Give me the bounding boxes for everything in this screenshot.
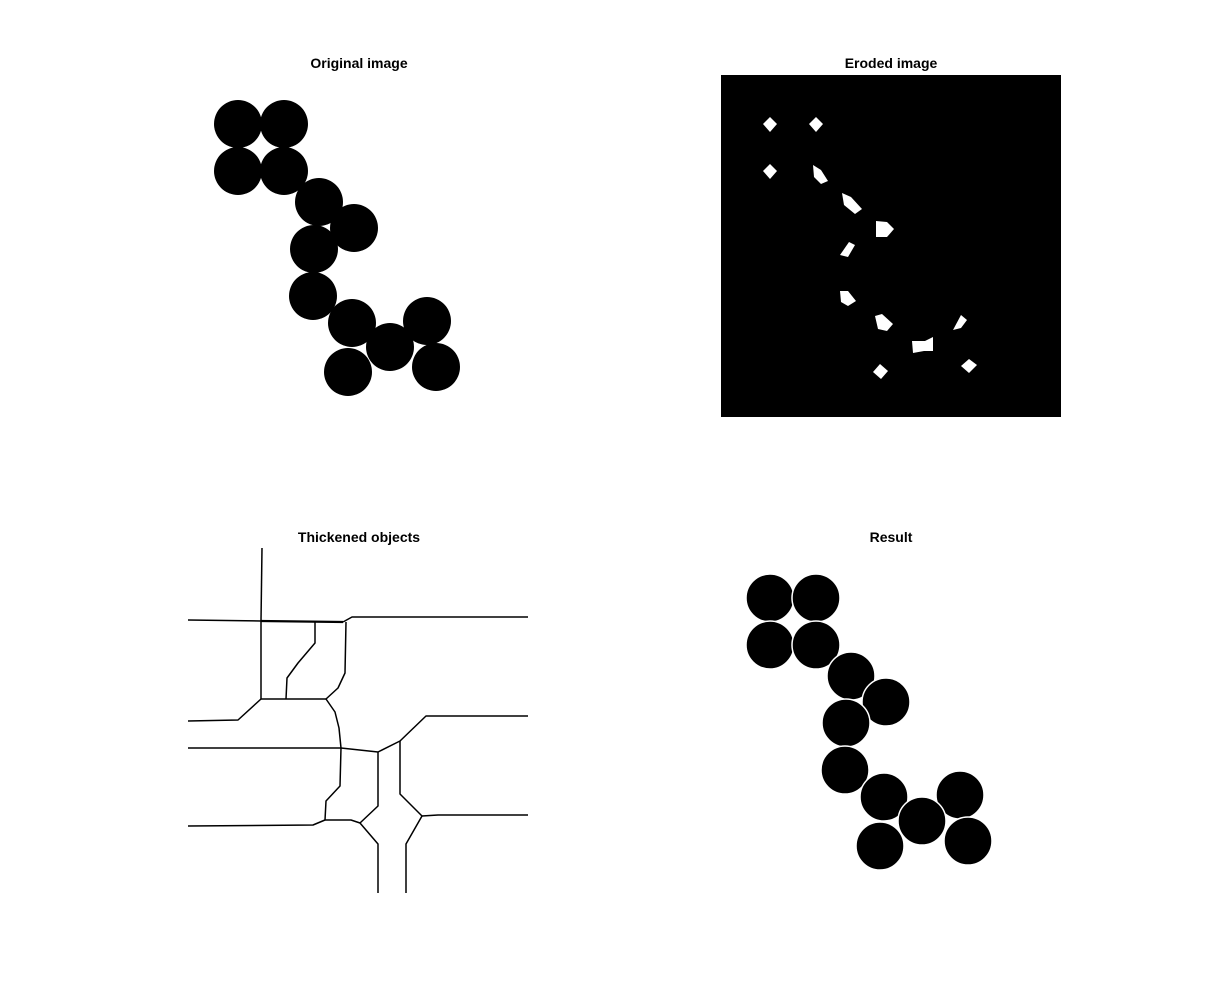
skeleton-line xyxy=(359,752,379,824)
blob xyxy=(366,323,414,371)
skeleton-line xyxy=(188,698,262,722)
separated-blob xyxy=(897,796,947,846)
blob xyxy=(260,147,308,195)
blob xyxy=(260,100,308,148)
skeleton-line xyxy=(325,621,347,700)
separated-blob xyxy=(820,745,870,795)
original-image-title: Original image xyxy=(310,55,408,71)
eroded-marker xyxy=(842,193,862,214)
skeleton-line xyxy=(421,814,528,817)
eroded-marker xyxy=(840,242,855,257)
result-title: Result xyxy=(869,529,913,545)
blob xyxy=(328,299,376,347)
separated-blob xyxy=(791,620,841,670)
skeleton-line xyxy=(405,815,423,893)
eroded-marker xyxy=(763,117,777,132)
eroded-marker xyxy=(763,164,777,179)
skeleton-line xyxy=(340,740,401,753)
blob xyxy=(330,204,378,252)
original-image-canvas xyxy=(214,100,460,396)
skeleton-line xyxy=(359,822,379,893)
skeleton-line xyxy=(260,619,344,624)
result-panel xyxy=(721,548,1061,890)
separated-blob xyxy=(943,816,993,866)
blob xyxy=(324,348,372,396)
separated-blob xyxy=(821,698,871,748)
blob xyxy=(412,343,460,391)
separated-blob xyxy=(745,573,795,623)
skeleton-line xyxy=(399,741,423,817)
eroded-marker xyxy=(912,337,933,353)
thickened-objects-canvas xyxy=(188,548,528,893)
eroded-background xyxy=(721,75,1061,417)
blob xyxy=(214,100,262,148)
eroded-marker xyxy=(961,359,977,373)
skeleton-line xyxy=(260,548,263,622)
skeleton-line xyxy=(399,715,528,742)
eroded-image-title: Eroded image xyxy=(844,55,938,71)
thickened-objects-panel xyxy=(188,548,530,893)
eroded-marker xyxy=(873,364,888,379)
skeleton-line xyxy=(324,747,342,821)
blob xyxy=(295,178,343,226)
separated-blob xyxy=(859,772,909,822)
eroded-marker xyxy=(813,165,828,184)
result-canvas xyxy=(745,573,993,871)
blob xyxy=(214,147,262,195)
skeleton-line xyxy=(285,622,316,700)
skeleton-line xyxy=(342,616,528,623)
skeleton-line xyxy=(188,819,326,827)
thickened-objects-title: Thickened objects xyxy=(297,529,421,545)
skeleton-line xyxy=(188,619,262,622)
blob xyxy=(289,272,337,320)
eroded-marker xyxy=(809,117,823,132)
separated-blob xyxy=(791,573,841,623)
eroded-image-panel xyxy=(721,75,1061,417)
separated-blob xyxy=(861,677,911,727)
separated-blob xyxy=(745,620,795,670)
eroded-marker xyxy=(876,221,894,237)
skeleton-line xyxy=(325,819,361,824)
original-image-panel xyxy=(188,75,528,417)
eroded-marker xyxy=(840,291,856,306)
eroded-image-canvas xyxy=(721,75,1061,417)
blob xyxy=(403,297,451,345)
eroded-marker xyxy=(953,315,967,330)
blob xyxy=(290,225,338,273)
separated-blob xyxy=(855,821,905,871)
eroded-marker xyxy=(875,314,893,331)
skeleton-line xyxy=(325,698,342,749)
